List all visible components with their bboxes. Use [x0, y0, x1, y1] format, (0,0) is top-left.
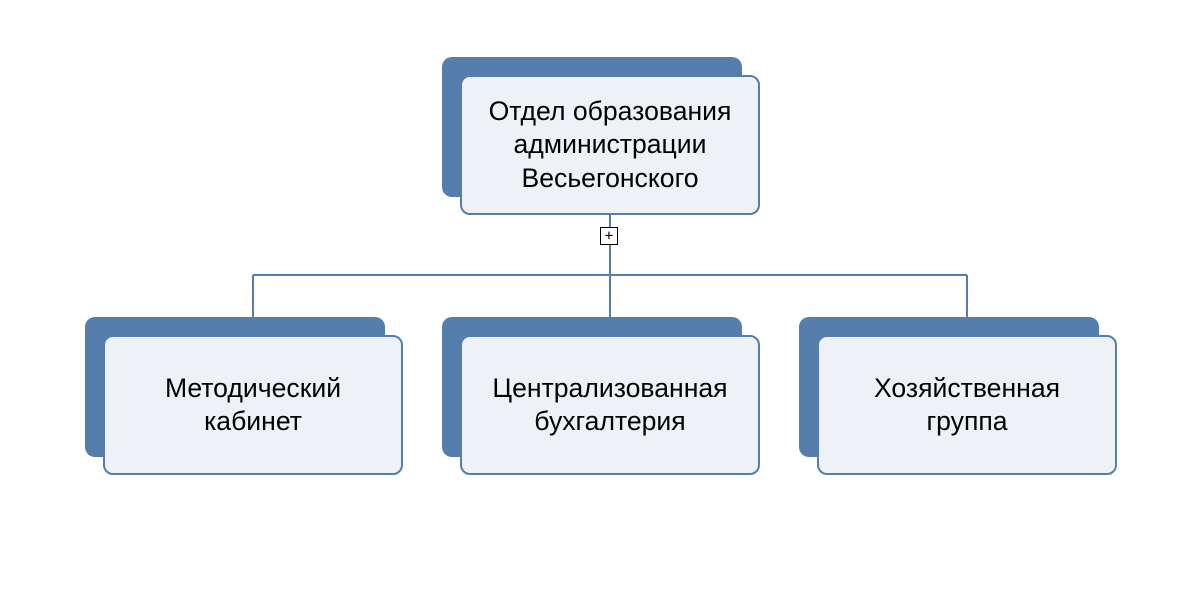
- node-label: Методический кабинет: [119, 372, 387, 438]
- node-box: Хозяйственная группа: [817, 335, 1117, 475]
- org-node-child3: Хозяйственная группа: [799, 317, 1117, 475]
- org-node-root: Отдел образования администрации Весьегон…: [442, 57, 760, 215]
- node-box: Методический кабинет: [103, 335, 403, 475]
- node-label: Централизованная бухгалтерия: [476, 372, 744, 438]
- org-node-child2: Централизованная бухгалтерия: [442, 317, 760, 475]
- node-box: Отдел образования администрации Весьегон…: [460, 75, 760, 215]
- node-label: Отдел образования администрации Весьегон…: [476, 95, 744, 195]
- node-label: Хозяйственная группа: [833, 372, 1101, 438]
- expander-symbol: +: [605, 229, 613, 243]
- org-node-child1: Методический кабинет: [85, 317, 403, 475]
- node-box: Централизованная бухгалтерия: [460, 335, 760, 475]
- expand-collapse-button[interactable]: +: [600, 227, 618, 245]
